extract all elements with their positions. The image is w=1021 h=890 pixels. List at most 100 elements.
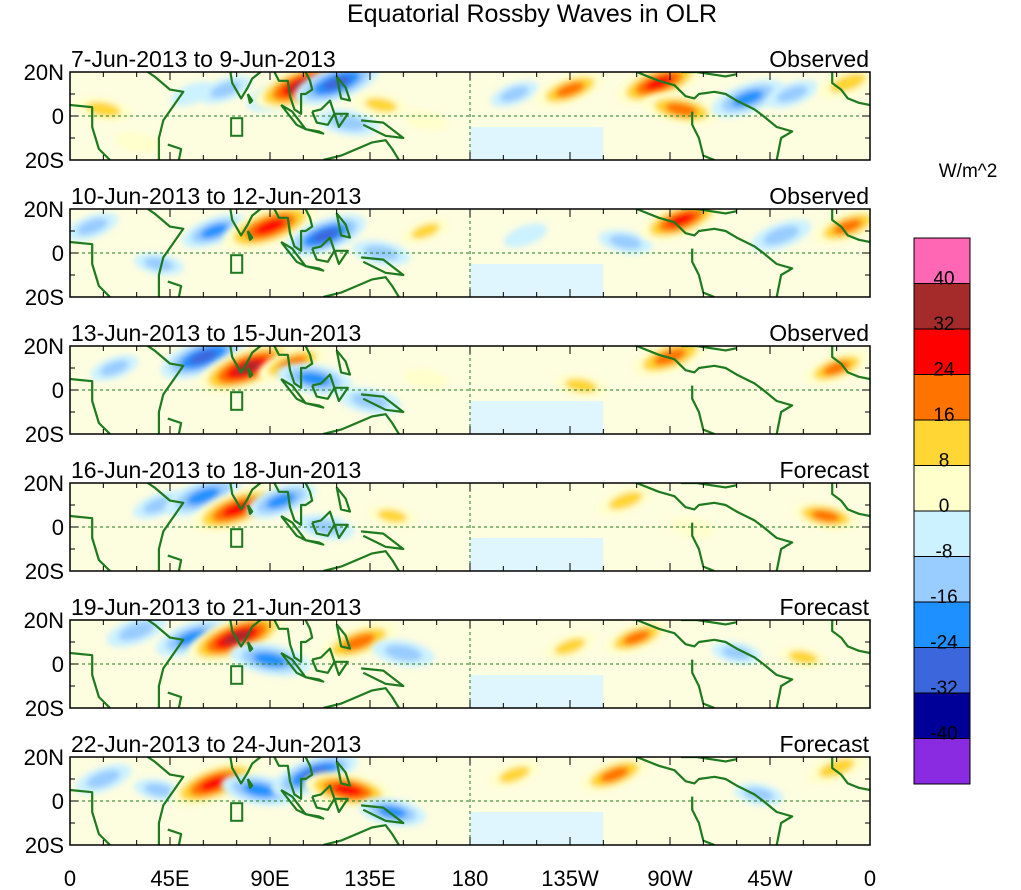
contour-level — [85, 101, 121, 118]
y-tick-label: 0 — [52, 652, 64, 677]
panel-5: 20N 0 20S 19-Jun-2013 to 21-Jun-2013 Forecas… — [24, 594, 871, 721]
y-tick-label: 20N — [24, 197, 64, 222]
coastline — [305, 539, 325, 546]
anomaly-blob-3 — [182, 213, 247, 249]
panel-status: Forecast — [780, 731, 870, 757]
anomaly-blob-7 — [401, 217, 450, 245]
coastline — [681, 209, 737, 215]
contour-level — [776, 85, 808, 103]
coastline — [831, 483, 870, 518]
coastline — [333, 660, 349, 677]
coastlines — [70, 346, 870, 434]
coastline — [147, 620, 185, 708]
contour-level — [403, 368, 449, 390]
coastline — [147, 209, 185, 297]
coastline — [636, 209, 794, 297]
anomaly-blob-10 — [734, 783, 784, 806]
anomaly-blob-1 — [75, 763, 132, 795]
contour-level — [664, 102, 698, 117]
contour-level — [189, 349, 218, 365]
coastline — [273, 72, 314, 115]
coastline — [636, 346, 794, 434]
panel-status: Observed — [769, 320, 869, 346]
coastline — [167, 828, 183, 845]
y-tick-label: 20N — [24, 608, 64, 633]
coastline — [196, 209, 263, 237]
contour-level — [622, 630, 651, 645]
panel-period: 22-Jun-2013 to 24-Jun-2013 — [71, 731, 361, 757]
x-tick-label: 90W — [647, 866, 692, 890]
contour-level — [199, 775, 230, 792]
y-tick-label: 20N — [24, 745, 64, 770]
colorbar-label: 32 — [933, 314, 954, 335]
contour-level — [384, 644, 423, 662]
panel-3: 20N 0 20S 13-Jun-2013 to 15-Jun-2013 Observe… — [24, 320, 871, 447]
anomaly-blob-5 — [296, 514, 355, 540]
y-tick-label: 20S — [25, 285, 64, 310]
colorbar-swatch — [913, 601, 971, 648]
coastline — [305, 813, 325, 820]
y-tick-label: 0 — [52, 515, 64, 540]
coastline — [333, 523, 349, 540]
colorbar-swatch — [913, 647, 971, 694]
coastlines — [70, 209, 870, 297]
coastline — [681, 757, 737, 763]
y-tick-label: 20S — [25, 696, 64, 721]
contour-level — [114, 131, 160, 153]
contour-level — [364, 97, 398, 113]
coastline — [70, 651, 111, 708]
x-tick-label: 90E — [250, 866, 289, 890]
anomaly-blob-9 — [711, 641, 762, 665]
colorbar-swatch — [913, 738, 971, 785]
y-tick-label: 20S — [25, 422, 64, 447]
olr-anomaly-field — [133, 483, 859, 571]
y-tick-label: 0 — [52, 104, 64, 129]
contour-level — [503, 223, 548, 248]
contour-level — [144, 257, 174, 271]
panel-4: 20N 0 20S 16-Jun-2013 to 18-Jun-2013 Forecas… — [24, 457, 871, 584]
contour-level — [144, 783, 174, 797]
anomaly-blob-8 — [503, 223, 548, 248]
region-box — [230, 254, 244, 274]
coastline — [70, 514, 111, 571]
y-tick-label: 20S — [25, 559, 64, 584]
contour-level — [363, 245, 399, 261]
contour-level — [498, 766, 530, 784]
coastline — [280, 104, 307, 131]
coastline — [691, 248, 715, 297]
coastline — [167, 554, 183, 571]
colorbar-label: 16 — [933, 405, 954, 426]
panel-period: 7-Jun-2013 to 9-Jun-2013 — [71, 46, 336, 72]
x-tick-label: 0 — [64, 866, 76, 890]
coastline — [323, 550, 400, 571]
contour-level — [333, 783, 363, 797]
anomaly-blob-2 — [165, 483, 242, 517]
anomaly-blob-9 — [792, 501, 859, 531]
y-tick-label: 0 — [52, 241, 64, 266]
coastline — [335, 75, 352, 102]
coastline — [636, 483, 794, 571]
panel-status: Forecast — [780, 457, 870, 483]
region-box — [230, 117, 244, 137]
olr-anomaly-field — [70, 209, 870, 297]
contour-level — [377, 509, 408, 523]
coastline — [246, 93, 254, 104]
anomaly-blob-12 — [535, 72, 605, 108]
weak-negative-band — [470, 264, 604, 297]
coastline — [323, 824, 400, 845]
x-axis: 0 45E 90E 135E 180 135W 90W 45W 0 — [64, 866, 876, 890]
coastline — [167, 417, 183, 434]
anomaly-blob-7 — [597, 485, 654, 516]
coastline — [246, 641, 254, 652]
anomaly-blob-5 — [320, 621, 398, 663]
x-tick-label: 45W — [747, 866, 792, 890]
colorbar-swatch — [913, 328, 971, 375]
panel-period: 16-Jun-2013 to 18-Jun-2013 — [71, 457, 361, 483]
colorbar-label: 24 — [933, 360, 955, 381]
weak-negative-band — [470, 675, 604, 708]
coastline — [305, 265, 325, 272]
contour-level — [100, 360, 129, 376]
panel-2: 20N 0 20S 10-Jun-2013 to 12-Jun-2013 Observe… — [24, 183, 871, 310]
weak-negative-band — [470, 538, 604, 571]
